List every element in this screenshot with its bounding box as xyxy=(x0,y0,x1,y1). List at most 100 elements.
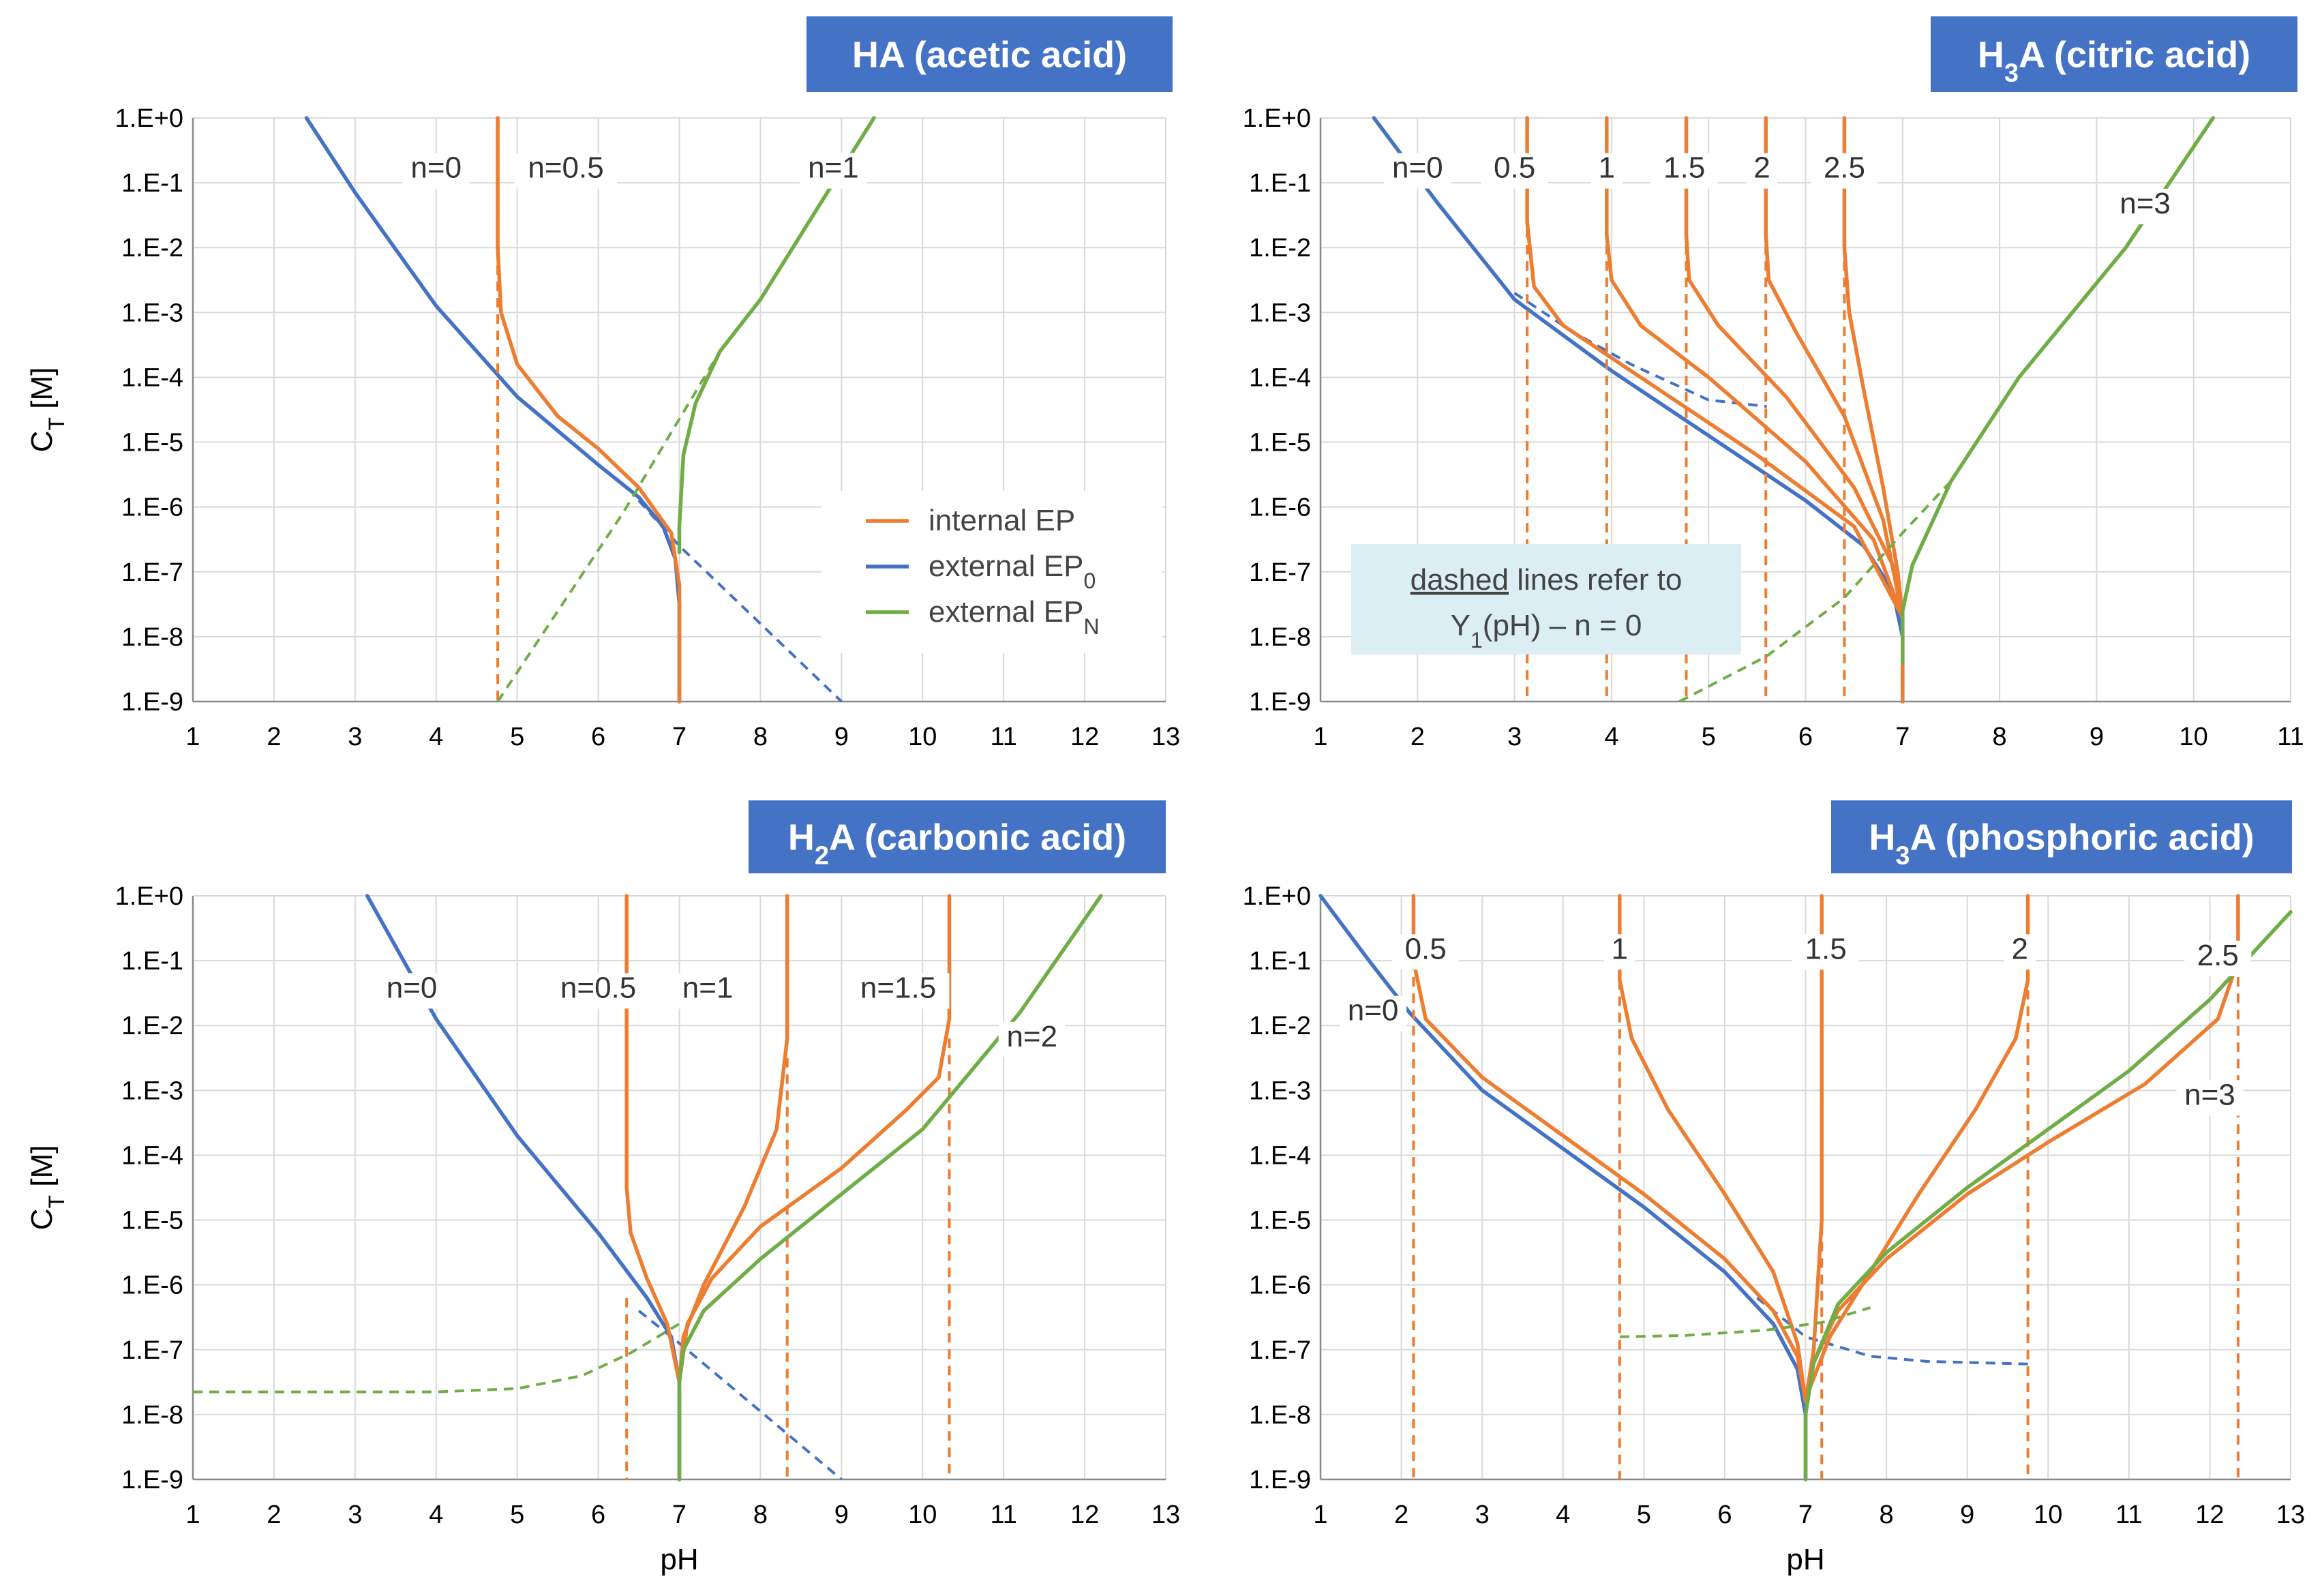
x-axis-label: pH xyxy=(1786,1543,1824,1576)
legend-entry-externalN: external EPN xyxy=(929,595,1100,639)
note-line-2: Y1(pH) – n = 0 xyxy=(1451,609,1642,652)
x-tick-label: 3 xyxy=(1475,1501,1490,1529)
y-axis-label: CT [M] xyxy=(25,1145,69,1231)
y-tick-label: 1.E-8 xyxy=(121,1401,183,1430)
legend-subscript: N xyxy=(1083,614,1099,639)
curve-label-bg xyxy=(674,973,742,1009)
y-tick-label: 1.E-8 xyxy=(1249,623,1311,652)
legend-entry-internal: internal EP xyxy=(929,504,1075,537)
y-tick-label: 1.E-5 xyxy=(1249,1207,1311,1235)
series-external0-solid xyxy=(1318,894,1808,1481)
chart-title-bg xyxy=(1831,800,2292,873)
x-tick-label: 4 xyxy=(429,723,443,751)
curve-label-text: n=3 xyxy=(2184,1078,2235,1111)
title-part: H xyxy=(1978,35,2004,76)
curve-label-bg xyxy=(800,153,867,189)
x-tick-label: 6 xyxy=(1717,1501,1732,1529)
curve-label: 1 xyxy=(1590,151,1623,189)
x-tick-label: 1 xyxy=(1313,1501,1327,1529)
y-tick-label: 1.E-7 xyxy=(121,558,183,587)
series-externalN-dashed xyxy=(1619,1306,1871,1338)
x-tick-label: 10 xyxy=(908,1501,937,1529)
curve-label-bg xyxy=(1590,153,1623,189)
y-tick-label: 1.E-3 xyxy=(1249,1076,1311,1105)
curve-label-text: n=0 xyxy=(1348,994,1399,1027)
y-tick-label: 1.E-9 xyxy=(1249,1466,1311,1494)
series-external0-dashed xyxy=(637,499,843,703)
x-tick-label: 2 xyxy=(267,723,281,751)
x-tick-label: 11 xyxy=(990,1501,1016,1529)
note-subscript: 1 xyxy=(1471,628,1483,652)
x-tick-label: 9 xyxy=(834,1501,849,1529)
x-tick-label: 10 xyxy=(908,723,937,751)
y-tick-label: 1.E-6 xyxy=(1249,494,1311,522)
y-tick-label: 1.E-8 xyxy=(1249,1401,1311,1430)
curve-label-text: n=1 xyxy=(682,971,734,1004)
curve-label-text: 0.5 xyxy=(1405,932,1447,965)
legend-bg xyxy=(821,491,1162,653)
series-group xyxy=(1372,116,2215,704)
series-externalN-dashed xyxy=(496,350,721,703)
y-tick-label: 1.E+0 xyxy=(115,104,183,133)
curve-label-bg xyxy=(1746,153,1778,189)
y-tick-label: 1.E-2 xyxy=(121,234,183,262)
x-tick-label: 6 xyxy=(1798,723,1813,751)
y-label-unit: [M] xyxy=(25,1145,59,1195)
curve-label: 1.5 xyxy=(1650,151,1718,189)
curve-label-bg xyxy=(1792,934,1860,970)
x-tick-label: 11 xyxy=(2115,1501,2142,1529)
series-internal-solid xyxy=(624,894,682,1385)
y-tick-label: 1.E-9 xyxy=(121,1466,183,1494)
y-tick-label: 1.E-6 xyxy=(1249,1271,1311,1300)
curve-label-text: 2 xyxy=(1753,151,1770,185)
x-tick-label: 5 xyxy=(510,723,524,751)
series-external0-dashed xyxy=(1513,292,1767,408)
x-tick-label: 1 xyxy=(185,1501,200,1529)
y-tick-label: 1.E-6 xyxy=(121,494,183,522)
curve-label: n=1 xyxy=(800,151,867,189)
title-part: H xyxy=(1869,817,1895,858)
note-text: lines refer to xyxy=(1509,563,1682,597)
y-tick-label: 1.E+0 xyxy=(1243,104,1311,133)
y-tick-label: 1.E-7 xyxy=(1249,558,1311,587)
x-tick-label: 13 xyxy=(1151,1501,1180,1529)
y-label-sub: T xyxy=(44,1195,69,1209)
x-tick-label: 4 xyxy=(1556,1501,1570,1529)
curve-label: 1.5 xyxy=(1792,932,1860,970)
curve-label-bg xyxy=(2111,188,2179,224)
x-tick-label: 8 xyxy=(753,1501,768,1529)
y-tick-label: 1.E-8 xyxy=(121,623,183,652)
curve-label: n=3 xyxy=(2176,1078,2244,1116)
curve-label-bg xyxy=(547,973,650,1009)
curve-label-bg xyxy=(2184,940,2252,976)
curve-label-text: 0.5 xyxy=(1494,151,1535,185)
chart-title: H3A (citric acid) xyxy=(1931,16,2297,92)
series-external0-solid xyxy=(1372,116,1905,704)
y-tick-label: 1.E-1 xyxy=(1249,947,1311,976)
y-tick-label: 1.E-4 xyxy=(121,363,183,392)
curve-label-bg xyxy=(847,973,950,1009)
curve-label-bg xyxy=(1384,153,1451,189)
chart-title-text: H2A (carbonic acid) xyxy=(788,817,1126,871)
y-tick-label: 1.E-5 xyxy=(121,429,183,457)
y-tick-label: 1.E-5 xyxy=(121,1207,183,1235)
y-label-main: C xyxy=(25,1209,59,1231)
x-tick-label: 9 xyxy=(1960,1501,1974,1529)
y-tick-label: 1.E-3 xyxy=(121,299,183,327)
x-tick-label: 13 xyxy=(2276,1501,2305,1529)
y-tick-label: 1.E-2 xyxy=(121,1012,183,1040)
y-axis-label: CT [M] xyxy=(25,367,69,453)
curve-label-text: n=0 xyxy=(410,151,462,185)
curve-label-text: 1 xyxy=(1599,151,1615,185)
curve-label: n=0 xyxy=(1384,151,1451,189)
curve-label-bg xyxy=(1603,934,1635,970)
x-tick-label: 2 xyxy=(1411,723,1425,751)
chart-acetic: 1 2 3 4 5 6 7 8 9 10 11 12 131.E+01.E-11.E-21.E-31.E… xyxy=(25,16,1180,751)
series-externalN-solid xyxy=(1901,116,2215,665)
curve-label: n=1.5 xyxy=(847,971,950,1009)
curve-label: 2 xyxy=(2004,932,2036,970)
chart-phosphoric: 1 2 3 4 5 6 7 8 9 10 11 12 131.E+01.E-11.E-21.E-31.E… xyxy=(1243,800,2305,1576)
curve-label-text: 2 xyxy=(2012,932,2028,965)
